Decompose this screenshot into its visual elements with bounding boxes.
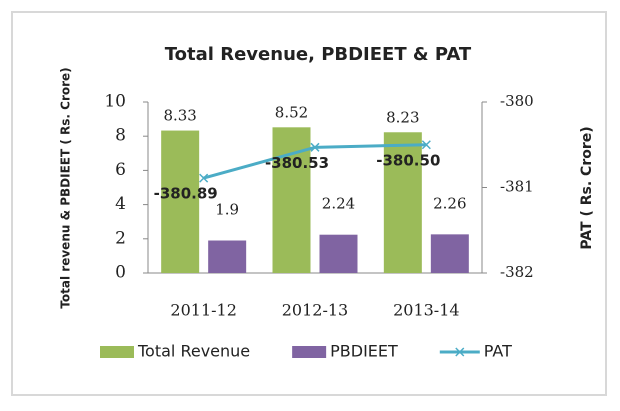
y-tick-label: 10 xyxy=(104,92,126,112)
legend-marker xyxy=(455,347,465,357)
y2-tick-label: -380 xyxy=(500,92,534,110)
bar-value-label: 8.33 xyxy=(163,107,196,125)
y2-tick-label: -381 xyxy=(500,178,534,196)
legend-label: PAT xyxy=(484,342,512,361)
bar-value-label: 2.26 xyxy=(433,194,466,212)
bar-value-label: 8.52 xyxy=(275,103,308,121)
x-tick-label: 2013-14 xyxy=(393,301,459,320)
line-value-label: -380.50 xyxy=(376,151,440,169)
legend-label: PBDIEET xyxy=(330,342,398,361)
legend-label: Total Revenue xyxy=(137,342,250,361)
bar-value-label: 2.24 xyxy=(322,195,355,213)
y-tick-label: 0 xyxy=(115,263,126,283)
bar-value-label: 8.23 xyxy=(386,108,419,126)
bar xyxy=(319,234,358,273)
y-tick-label: 8 xyxy=(115,126,126,146)
chart-title: Total Revenue, PBDIEET & PAT xyxy=(165,44,472,65)
bar-value-label: 1.9 xyxy=(215,201,239,219)
legend-swatch xyxy=(292,346,327,358)
legend-swatch xyxy=(100,346,134,358)
line-value-label: -380.53 xyxy=(265,154,329,172)
bar xyxy=(430,234,469,273)
x-tick-label: 2011-12 xyxy=(170,301,236,320)
line-marker xyxy=(199,173,209,183)
x-tick-label: 2012-13 xyxy=(282,301,348,320)
bar xyxy=(383,132,422,273)
y-axis-label: Total revenu & PBDIEET ( Rs. Crore) xyxy=(59,67,73,308)
y2-axis-label: PAT ( Rs. Crore) xyxy=(579,126,595,249)
y-tick-label: 4 xyxy=(115,194,126,214)
line-marker xyxy=(310,142,320,152)
y-tick-label: 2 xyxy=(115,228,126,248)
line-marker xyxy=(421,140,431,150)
y2-tick-label: -382 xyxy=(500,263,534,281)
bar xyxy=(208,240,247,273)
y-tick-label: 6 xyxy=(115,160,126,180)
line-value-label: -380.89 xyxy=(154,185,218,203)
bar xyxy=(161,130,200,273)
